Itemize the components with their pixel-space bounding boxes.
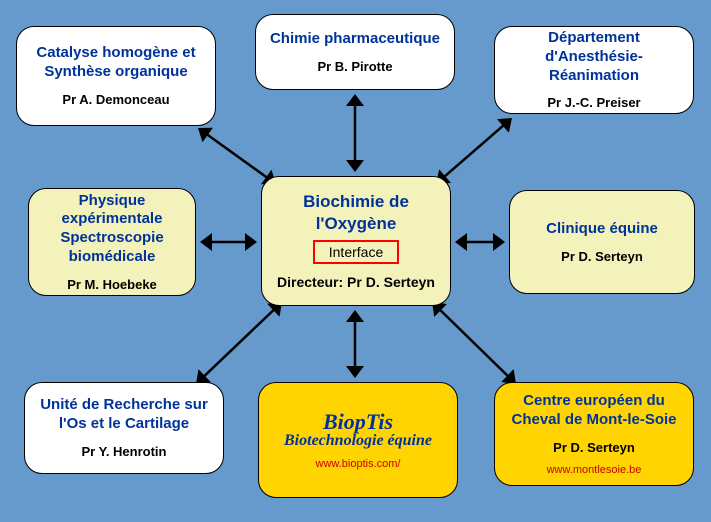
node-sub: Pr D. Serteyn [501,440,687,456]
center-director: Directeur: Pr D. Serteyn [268,274,444,291]
node-sub: Pr Y. Henrotin [31,444,217,460]
center-title: Biochimie de l'Oxygène [268,191,444,234]
node-title: Centre européen du Cheval de Mont-le-Soi… [501,392,687,430]
bioptis-url: www.bioptis.com/ [265,458,451,470]
node-chimie-pharma: Chimie pharmaceutique Pr B. Pirotte [255,14,455,90]
node-catalyse: Catalyse homogène et Synthèse organique … [16,26,216,126]
interface-label: Interface [313,240,399,264]
node-mont-le-soie: Centre européen du Cheval de Mont-le-Soi… [494,382,694,486]
node-bioptis: BiopTis Biotechnologie équine www.biopti… [258,382,458,498]
node-title: Unité de Recherche sur l'Os et le Cartil… [31,396,217,434]
node-sub: Pr J.-C. Preiser [501,95,687,111]
node-sub: Pr A. Demonceau [23,92,209,108]
node-anesthesie: Département d'Anesthésie-Réanimation Pr … [494,26,694,114]
bioptis-name: BiopTis [265,410,451,433]
node-center-biochimie: Biochimie de l'Oxygène Interface Directe… [261,176,451,306]
node-sub: Pr B. Pirotte [262,59,448,75]
interface-wrapper: Interface [268,234,444,272]
node-physique: Physique expérimentale Spectroscopie bio… [28,188,196,296]
node-title: Chimie pharmaceutique [262,30,448,49]
node-url: www.montlesoie.be [501,464,687,476]
bioptis-sub: Biotechnologie équine [265,433,451,450]
diagram-canvas: Biochimie de l'Oxygène Interface Directe… [0,0,711,522]
node-sub: Pr D. Serteyn [516,249,688,265]
node-title: Clinique équine [516,220,688,239]
node-title: Catalyse homogène et Synthèse organique [23,44,209,82]
node-title: Physique expérimentale Spectroscopie bio… [35,192,189,267]
node-os-cartilage: Unité de Recherche sur l'Os et le Cartil… [24,382,224,474]
node-title: Département d'Anesthésie-Réanimation [501,29,687,85]
node-sub: Pr M. Hoebeke [35,277,189,293]
node-clinique-equine: Clinique équine Pr D. Serteyn [509,190,695,294]
